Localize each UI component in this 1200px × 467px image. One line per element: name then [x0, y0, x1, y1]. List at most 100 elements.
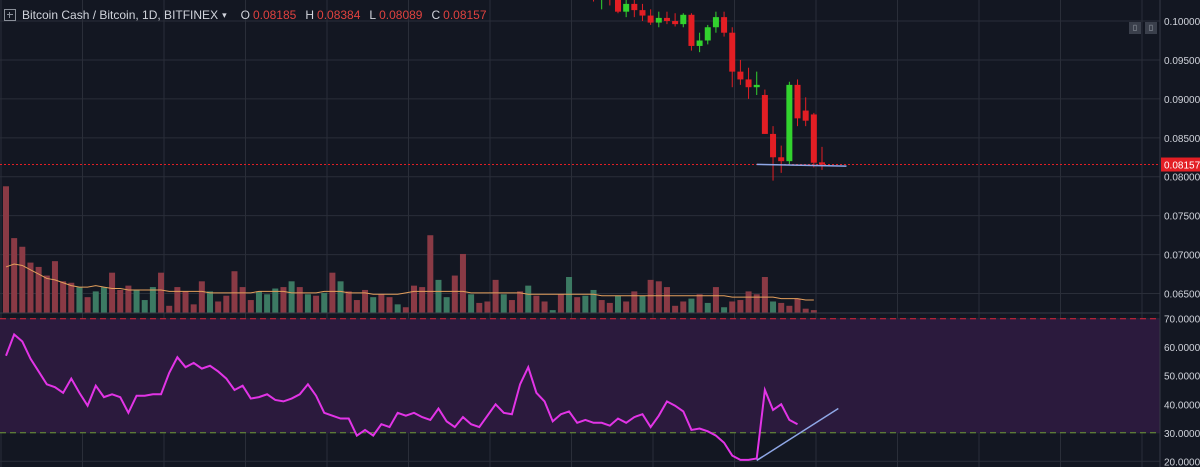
candle-body — [631, 3, 638, 11]
volume-bar — [476, 302, 483, 313]
volume-bars — [3, 186, 817, 313]
high-label: H — [305, 8, 315, 22]
candle-body — [770, 133, 777, 158]
price-tick-label: 0.09500 — [1164, 56, 1200, 67]
candle-body — [802, 110, 809, 121]
volume-bar — [296, 287, 303, 313]
volume-bar — [337, 281, 344, 313]
volume-bar — [655, 281, 662, 313]
volume-bar — [500, 294, 507, 313]
expand-icon[interactable] — [4, 9, 16, 21]
price-tick-label: 0.07000 — [1164, 251, 1200, 262]
volume-bar — [680, 301, 687, 313]
volume-bar — [247, 300, 254, 313]
volume-bar — [517, 291, 524, 313]
candle-body — [737, 71, 744, 80]
volume-bar — [647, 279, 654, 313]
volume-bar — [11, 238, 18, 313]
volume-bar — [459, 253, 466, 313]
candle-body — [647, 15, 654, 23]
volume-bar — [43, 275, 50, 313]
volume-bar — [149, 287, 156, 313]
volume-bar — [288, 281, 295, 313]
rsi-tick-label: 30.0000 — [1164, 429, 1200, 440]
volume-bar — [525, 285, 532, 313]
rsi-tick-label: 60.0000 — [1164, 343, 1200, 354]
volume-bar — [198, 281, 205, 313]
volume-bar — [272, 288, 279, 313]
price-candles — [593, 0, 825, 181]
volume-bar — [663, 287, 670, 313]
volume-bar — [753, 294, 760, 313]
chevron-down-icon[interactable]: ▾ — [222, 9, 227, 20]
volume-bar — [386, 297, 393, 313]
ohlc-readout: O 0.08185 H 0.08384 L 0.08089 C 0.08157 — [241, 8, 493, 22]
candle-body — [729, 32, 736, 72]
pane-settings-icon[interactable]: ▯ — [1145, 22, 1157, 34]
volume-bar — [190, 304, 197, 313]
volume-bar — [207, 291, 213, 313]
volume-bar — [264, 294, 271, 313]
volume-bar — [223, 295, 230, 313]
volume-bar — [329, 272, 336, 313]
volume-bar — [370, 297, 377, 313]
volume-bar — [394, 304, 401, 313]
volume-bar — [549, 310, 556, 313]
volume-bar — [557, 294, 564, 313]
volume-bar — [704, 302, 711, 313]
low-value: 0.08089 — [379, 8, 423, 22]
volume-bar — [810, 310, 817, 313]
rsi-trendline[interactable] — [756, 407, 839, 462]
high-value: 0.08384 — [317, 8, 361, 22]
open-value: 0.08185 — [252, 8, 297, 22]
volume-bar — [435, 279, 442, 313]
volume-bar — [623, 301, 630, 313]
volume-bar — [419, 287, 426, 313]
price-tick-label: 0.08500 — [1164, 134, 1200, 145]
volume-bar — [3, 186, 9, 313]
volume-bar — [574, 297, 581, 313]
candle-body — [810, 114, 817, 163]
candle-body — [721, 17, 728, 33]
volume-bar — [427, 235, 434, 313]
rsi-tick-label: 70.0000 — [1164, 315, 1200, 326]
volume-bar — [345, 291, 352, 313]
volume-bar — [76, 287, 83, 313]
volume-bar — [321, 292, 328, 313]
candle-body — [704, 27, 711, 41]
volume-bar — [615, 295, 621, 313]
volume-bar — [770, 301, 777, 313]
candle-body — [615, 0, 621, 12]
price-tick-label: 0.06500 — [1164, 290, 1200, 301]
rsi-axis[interactable]: 70.0000 60.0000 50.0000 40.0000 30.0000 20.00… — [1164, 315, 1200, 467]
volume-bar — [606, 302, 613, 313]
candle-body — [688, 14, 695, 46]
pane-controls: ▯ ▯ — [1129, 22, 1157, 34]
volume-bar — [280, 287, 287, 313]
maximize-pane-icon[interactable]: ▯ — [1129, 22, 1141, 34]
volume-bar — [362, 289, 369, 313]
volume-bar — [68, 282, 75, 313]
candle-body — [663, 17, 670, 22]
volume-bar — [402, 307, 409, 313]
candle-body — [639, 10, 646, 16]
candle-body — [819, 162, 825, 165]
volume-bar — [778, 302, 785, 313]
volume-bar — [100, 287, 107, 313]
volume-bar — [508, 300, 515, 313]
volume-bar — [158, 272, 165, 313]
price-axis[interactable]: 0.10000 0.09500 0.09000 0.08500 0.08000 0.075… — [1164, 17, 1200, 301]
volume-bar — [451, 275, 458, 313]
symbol-title[interactable]: Bitcoin Cash / Bitcoin, 1D, BITFINEX — [22, 8, 219, 22]
candle-body — [794, 84, 801, 119]
price-trendline[interactable] — [756, 163, 847, 167]
volume-bar — [484, 301, 491, 313]
open-label: O — [240, 8, 250, 22]
volume-bar — [231, 271, 238, 313]
volume-bar — [582, 295, 589, 313]
volume-bar — [215, 301, 222, 313]
candle-body — [761, 94, 768, 134]
volume-bar — [712, 287, 719, 313]
volume-bar — [378, 294, 385, 313]
